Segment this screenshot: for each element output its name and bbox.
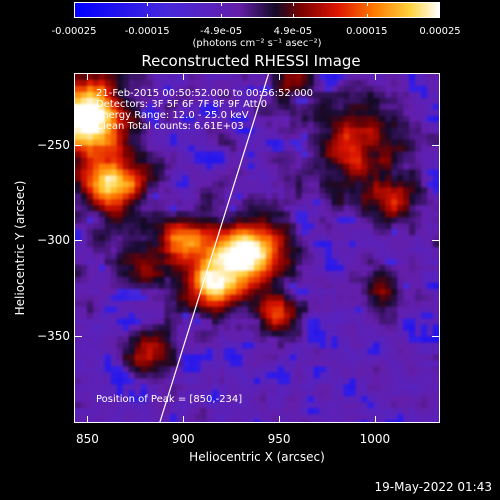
y-axis-tick bbox=[432, 145, 439, 147]
date-stamp: 19-May-2022 01:43 bbox=[374, 480, 492, 494]
colorbar-tick bbox=[147, 2, 149, 6]
x-tick-label: 900 bbox=[171, 432, 195, 446]
annotation-time-range: 21-Feb-2015 00:50:52.000 to 00:56:52.000 bbox=[96, 88, 314, 99]
colorbar bbox=[74, 2, 440, 18]
y-tick-label: −250 bbox=[37, 138, 70, 153]
colorbar-tick bbox=[439, 14, 440, 18]
y-axis-tick bbox=[75, 145, 82, 147]
colorbar-tick-label: -4.9e-05 bbox=[200, 26, 243, 37]
annotation-clean-counts: Clean Total counts: 6.61E+03 bbox=[96, 121, 244, 132]
x-tick-label: 1000 bbox=[359, 432, 391, 446]
x-axis-tick bbox=[87, 416, 89, 422]
x-axis-tick bbox=[374, 74, 376, 80]
colorbar-tick bbox=[366, 2, 368, 6]
x-axis-tick bbox=[87, 74, 89, 80]
colorbar-gradient bbox=[75, 3, 439, 17]
x-axis-tick bbox=[279, 416, 281, 422]
plot-area: 21-Feb-2015 00:50:52.000 to 00:56:52.000… bbox=[74, 73, 440, 423]
x-tick-label: 950 bbox=[267, 432, 291, 446]
plot-title: Reconstructed RHESSI Image bbox=[141, 52, 361, 70]
x-axis-tick bbox=[183, 74, 185, 80]
colorbar-tick-label: -0.00015 bbox=[124, 26, 170, 37]
colorbar-tick bbox=[292, 2, 294, 6]
colorbar-tick bbox=[74, 2, 75, 6]
x-axis-tick bbox=[183, 416, 185, 422]
y-axis-tick bbox=[432, 240, 439, 242]
x-axis-title: Heliocentric X (arcsec) bbox=[189, 450, 325, 464]
colorbar-tick-label: 0.00015 bbox=[346, 26, 388, 37]
annotation-detectors: Detectors: 3F 5F 6F 7F 8F 9F Att 0 bbox=[96, 99, 268, 110]
y-tick-label: −350 bbox=[37, 328, 70, 343]
colorbar-tick bbox=[366, 14, 368, 18]
colorbar-tick-label: -0.00025 bbox=[51, 26, 97, 37]
limb-line-svg bbox=[159, 74, 270, 422]
y-tick-label: −300 bbox=[37, 233, 70, 248]
x-axis-tick bbox=[374, 416, 376, 422]
y-axis-tick bbox=[75, 240, 82, 242]
peak-position-label: Position of Peak = [850,-234] bbox=[96, 394, 243, 405]
colorbar-tick bbox=[147, 14, 149, 18]
colorbar-tick-label: 0.00025 bbox=[419, 26, 461, 37]
y-axis-tick bbox=[75, 335, 82, 337]
heatmap-image bbox=[75, 74, 439, 422]
y-axis-title: Heliocentric Y (arcsec) bbox=[13, 180, 27, 316]
colorbar-tick bbox=[439, 2, 440, 6]
colorbar-tick-label: 4.9e-05 bbox=[273, 26, 313, 37]
colorbar-tick bbox=[74, 14, 75, 18]
annotation-energy-range: Energy Range: 12.0 - 25.0 keV bbox=[96, 110, 249, 121]
x-tick-label: 850 bbox=[75, 432, 99, 446]
colorbar-tick bbox=[292, 14, 294, 18]
colorbar-units: (photons cm⁻² s⁻¹ asec⁻²) bbox=[192, 38, 322, 49]
y-axis-tick bbox=[432, 335, 439, 337]
colorbar-tick bbox=[221, 2, 223, 6]
x-axis-tick bbox=[279, 74, 281, 80]
colorbar-tick bbox=[221, 14, 223, 18]
solar-limb-line bbox=[159, 74, 270, 422]
